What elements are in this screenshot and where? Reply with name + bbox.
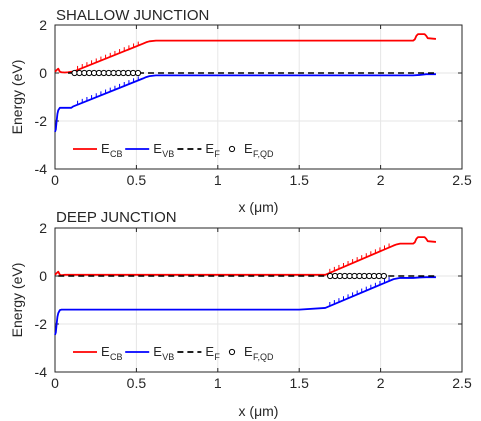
x-tick-label: 2.5 — [452, 172, 472, 188]
series-line-e-vb — [54, 73, 436, 133]
legend-label: E — [153, 141, 162, 156]
legend-label: E — [244, 344, 253, 359]
legend-label: E — [205, 344, 214, 359]
x-axis-label: x (μm) — [239, 199, 279, 215]
legend-label-subscript: VB — [162, 352, 174, 362]
deep-junction-panel: 0 0.5 1 1.5 2 2.5 2 0 -2 -4 DEEP JUNCTION x (μm) Ene… — [9, 209, 472, 419]
y-tick-label: 2 — [39, 17, 47, 33]
x-axis-label: x (μm) — [239, 403, 279, 419]
legend-label: E — [153, 344, 162, 359]
series-line-e-vb — [54, 276, 436, 336]
x-tick-label: 0.5 — [127, 172, 147, 188]
x-tick-label: 0 — [51, 172, 59, 188]
legend-label: E — [244, 141, 253, 156]
y-tick-label: -4 — [35, 364, 48, 380]
legend-label: E — [101, 141, 110, 156]
legend-label-subscript: F — [214, 149, 220, 159]
y-tick-label: -2 — [35, 113, 48, 129]
y-tick-label: 0 — [39, 268, 47, 284]
panel-title: DEEP JUNCTION — [56, 209, 177, 226]
y-axis-label: Energy (eV) — [9, 263, 25, 338]
legend-swatch — [228, 348, 236, 356]
qd-fermi-marker — [380, 272, 387, 280]
x-tick-label: 1.5 — [289, 375, 309, 391]
legend-label-subscript: VB — [162, 149, 174, 159]
series-line-e-cb — [54, 236, 437, 277]
x-tick-label: 2.5 — [452, 375, 472, 391]
axes-box — [54, 227, 463, 373]
legend-label: E — [205, 141, 214, 156]
y-tick-label: 0 — [39, 65, 47, 81]
plot-area — [55, 228, 462, 372]
panel-title: SHALLOW JUNCTION — [56, 7, 209, 24]
y-tick-label: 2 — [39, 220, 47, 236]
legend-label-subscript: F,QD — [253, 149, 274, 159]
x-tick-label: 1 — [214, 375, 222, 391]
x-tick-label: 1 — [214, 172, 222, 188]
axes-box — [54, 24, 463, 170]
legend-label-subscript: CB — [110, 352, 123, 362]
x-tick-label: 0 — [51, 375, 59, 391]
y-axis-label: Energy (eV) — [9, 60, 25, 135]
x-tick-label: 1.5 — [289, 172, 309, 188]
x-tick-label: 2 — [377, 172, 385, 188]
y-tick-label: -4 — [35, 161, 48, 177]
legend-swatch — [228, 145, 236, 153]
y-tick-label: -2 — [35, 316, 48, 332]
series-line-e-cb — [54, 33, 437, 74]
legend-label-subscript: CB — [110, 149, 123, 159]
x-tick-label: 0.5 — [127, 375, 147, 391]
shallow-junction-panel: 0 0.5 1 1.5 2 2.5 2 0 -2 -4 SHALLOW JUNCTION x (μm)… — [9, 7, 472, 215]
x-tick-label: 2 — [377, 375, 385, 391]
legend-label: E — [101, 344, 110, 359]
legend-label-subscript: F,QD — [253, 352, 274, 362]
plot-area — [55, 25, 462, 169]
legend-label-subscript: F — [214, 352, 220, 362]
qd-fermi-marker — [134, 69, 142, 77]
